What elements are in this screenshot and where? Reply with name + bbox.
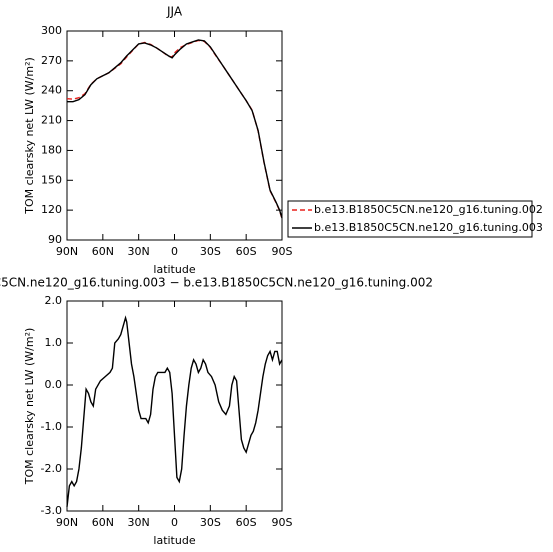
y-tick-label: 0.0 (45, 378, 63, 391)
y-axis-label: TOM clearsky net LW (W/m²) (23, 328, 36, 486)
x-tick-label: 90N (56, 245, 78, 258)
y-tick-label: 270 (41, 54, 62, 67)
y-tick-label: 2.0 (45, 294, 63, 307)
x-tick-label: 60N (92, 516, 114, 529)
y-tick-label: -1.0 (41, 420, 62, 433)
x-tick-label: 30N (128, 245, 150, 258)
x-tick-label: 30N (128, 516, 150, 529)
y-tick-label: 180 (41, 143, 62, 156)
x-tick-label: 60N (92, 245, 114, 258)
series-line (67, 39, 283, 219)
x-tick-label: 90S (272, 516, 293, 529)
plot-frame (66, 30, 283, 241)
y-tick-label: 1.0 (45, 336, 63, 349)
legend-label: b.e13.B1850C5CN.ne120_g16.tuning.003 (314, 221, 543, 234)
x-tick-label: 90S (272, 245, 293, 258)
y-tick-label: 150 (41, 173, 62, 186)
legend-box (287, 200, 533, 238)
series-line (66, 315, 283, 507)
y-tick-label: 240 (41, 84, 62, 97)
plot-frame (66, 300, 283, 512)
x-tick-label: 60S (236, 245, 257, 258)
x-axis-label: latitude (153, 534, 195, 547)
y-tick-label: 300 (41, 24, 62, 37)
y-tick-label: 210 (41, 114, 62, 127)
legend-label: b.e13.B1850C5CN.ne120_g16.tuning.002 (314, 203, 543, 216)
x-tick-label: 60S (236, 516, 257, 529)
series-line (66, 39, 283, 219)
x-tick-label: 90N (56, 516, 78, 529)
x-tick-label: 30S (200, 516, 221, 529)
chart-title: JJA (166, 5, 183, 19)
y-axis-label: TOM clearsky net LW (W/m²) (23, 57, 36, 215)
x-tick-label: 0 (171, 516, 178, 529)
x-tick-label: 30S (200, 245, 221, 258)
y-tick-label: -3.0 (41, 504, 62, 517)
y-tick-label: 120 (41, 203, 62, 216)
x-axis-label: latitude (153, 263, 195, 276)
y-tick-label: -2.0 (41, 462, 62, 475)
x-tick-label: 0 (171, 245, 178, 258)
y-tick-label: 90 (48, 233, 62, 246)
chart-title: b.e13.B1850C5CN.ne120_g16.tuning.003 − b… (0, 276, 433, 290)
